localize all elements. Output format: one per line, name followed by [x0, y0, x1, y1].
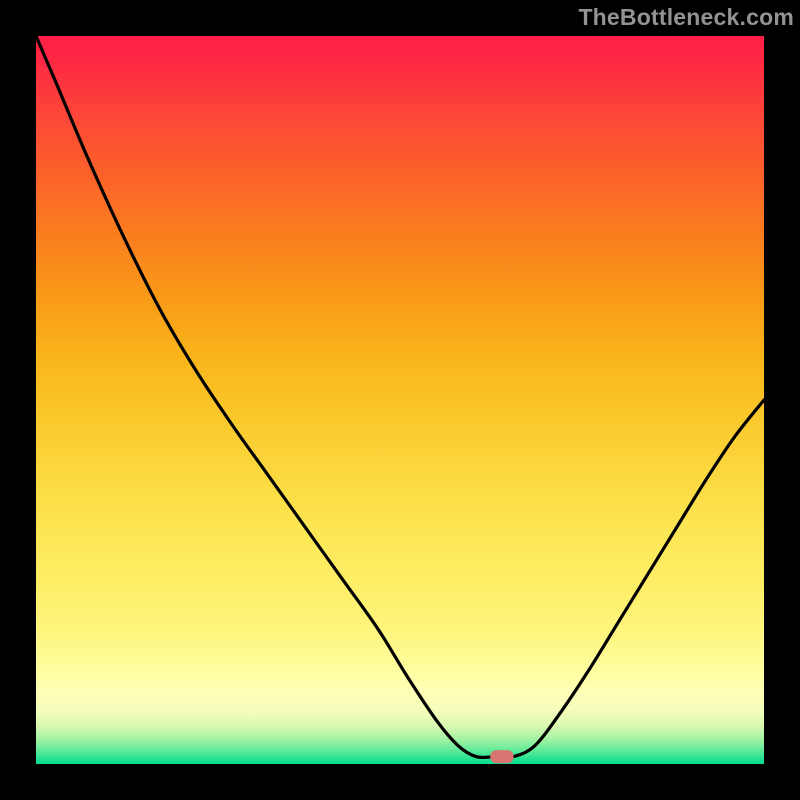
chart-background — [36, 36, 764, 764]
chart-stage: TheBottleneck.com — [0, 0, 800, 800]
chart-svg — [0, 0, 800, 800]
bottleneck-marker — [490, 750, 513, 763]
watermark-text: TheBottleneck.com — [578, 4, 794, 31]
